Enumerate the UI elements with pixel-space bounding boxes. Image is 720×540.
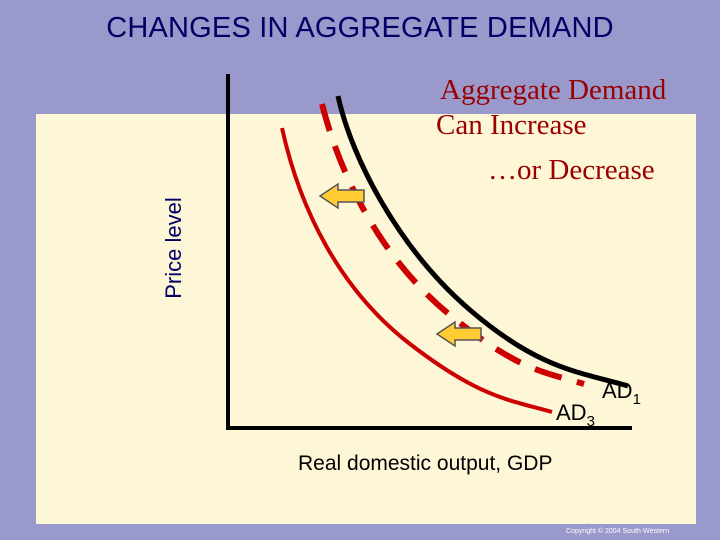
y-axis-label: Price level: [161, 197, 186, 299]
slide-title: CHANGES IN AGGREGATE DEMAND: [106, 12, 614, 44]
ad3-label-sub: 3: [586, 413, 595, 430]
diagram-panel: [36, 114, 696, 524]
ad2-curve: [319, 103, 585, 387]
annotation-line-1: Aggregate Demand: [440, 74, 667, 106]
left-arrow-icon: [435, 320, 482, 348]
annotation-line-2: Can Increase: [436, 109, 587, 141]
copyright-notice: Copyright © 2004 South-Western: [566, 528, 670, 535]
ad1-label-main: AD: [602, 378, 633, 403]
ad3-label: AD3: [556, 400, 595, 430]
annotation-line-3: …or Decrease: [488, 154, 655, 186]
ad3-label-main: AD: [556, 400, 587, 425]
left-arrow-icon: [318, 182, 365, 210]
x-axis-label: Real domestic output, GDP: [298, 452, 553, 475]
ad3-curve: [280, 127, 553, 414]
ad1-curve: [335, 95, 629, 389]
ad1-label-sub: 1: [632, 391, 641, 408]
ad1-label: AD1: [602, 378, 641, 408]
